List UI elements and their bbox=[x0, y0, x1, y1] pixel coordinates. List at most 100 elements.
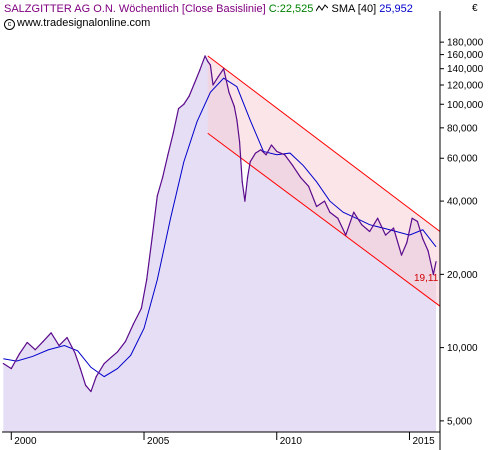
y-tick-label: 20,000 bbox=[447, 270, 478, 281]
price-point bbox=[204, 55, 206, 57]
price-point bbox=[435, 261, 437, 263]
x-tick-label: 2015 bbox=[412, 436, 435, 447]
price-point bbox=[140, 307, 142, 309]
price-point bbox=[329, 211, 331, 213]
instrument-title: SALZGITTER AG O.N. bbox=[4, 3, 116, 15]
sma-label: SMA [40] bbox=[331, 3, 377, 15]
price-point bbox=[246, 176, 249, 179]
price-point bbox=[384, 234, 387, 236]
price-point bbox=[183, 103, 185, 105]
price-point bbox=[254, 152, 257, 154]
price-point bbox=[400, 254, 403, 256]
y-tick-label: 180,000 bbox=[447, 38, 484, 49]
price-point bbox=[323, 200, 326, 202]
trend-channel-lower-line bbox=[207, 132, 441, 307]
price-point bbox=[353, 211, 355, 213]
price-point bbox=[124, 340, 127, 343]
price-point bbox=[74, 352, 76, 354]
price-point bbox=[361, 224, 363, 226]
price-point bbox=[167, 154, 169, 156]
price-point bbox=[26, 341, 28, 344]
price-point bbox=[162, 176, 164, 179]
price-point bbox=[228, 91, 230, 93]
price-point bbox=[58, 344, 60, 347]
y-tick-label: 120,000 bbox=[447, 80, 484, 91]
price-point bbox=[207, 60, 209, 63]
price-point bbox=[241, 181, 243, 183]
price-point bbox=[238, 141, 241, 143]
trend-channel-upper-line bbox=[207, 55, 441, 232]
price-point bbox=[337, 217, 339, 219]
price-point bbox=[300, 176, 302, 179]
last-value-label: 19,11 bbox=[414, 273, 439, 284]
price-point bbox=[369, 230, 371, 233]
copyright-text: www.tradesignalonline.com bbox=[17, 17, 151, 29]
price-point bbox=[132, 323, 134, 325]
price-point bbox=[416, 220, 419, 223]
chart-mode: Wöchentlich [Close Basislinie] bbox=[118, 3, 266, 15]
y-tick-label: 10,000 bbox=[447, 343, 478, 354]
y-tick-label: 140,000 bbox=[447, 64, 484, 75]
trend-channel-band bbox=[207, 55, 440, 307]
y-tick-label: 40,000 bbox=[447, 197, 478, 208]
price-point bbox=[411, 217, 413, 219]
price-point bbox=[116, 351, 119, 353]
copyright-line: c www.tradesignalonline.com bbox=[4, 17, 150, 30]
price-point bbox=[212, 84, 214, 86]
price-point bbox=[151, 238, 153, 240]
sma-series-line bbox=[3, 77, 437, 378]
price-point bbox=[217, 75, 219, 78]
price-point bbox=[188, 95, 190, 97]
price-point bbox=[276, 150, 278, 153]
price-point bbox=[265, 154, 267, 156]
y-tick-label: 100,000 bbox=[447, 100, 484, 111]
price-point bbox=[209, 64, 211, 66]
price-point bbox=[42, 340, 44, 343]
price-point bbox=[111, 355, 113, 358]
price-point bbox=[427, 250, 429, 252]
price-point bbox=[292, 164, 294, 167]
price-point bbox=[85, 384, 87, 386]
price-point bbox=[406, 242, 408, 244]
price-point bbox=[193, 82, 196, 84]
copyright-icon: c bbox=[4, 19, 15, 30]
price-point bbox=[223, 68, 225, 70]
price-point bbox=[270, 144, 273, 146]
price-point bbox=[172, 132, 174, 134]
y-tick-label: 80,000 bbox=[447, 123, 478, 134]
y-tick-label: 5,000 bbox=[447, 416, 472, 427]
price-point bbox=[422, 238, 424, 240]
price-point bbox=[90, 390, 92, 393]
x-tick-label: 2010 bbox=[280, 436, 303, 447]
price-point bbox=[199, 69, 201, 71]
x-tick-label: 2000 bbox=[14, 436, 37, 447]
price-point bbox=[432, 273, 434, 275]
price-point bbox=[2, 362, 4, 365]
price-point bbox=[95, 376, 97, 378]
price-point bbox=[79, 367, 81, 370]
close-value: C:22,525 bbox=[268, 3, 314, 15]
price-point bbox=[260, 149, 262, 151]
price-point bbox=[66, 336, 68, 339]
price-point bbox=[18, 353, 20, 355]
y-tick-label: 60,000 bbox=[447, 154, 478, 165]
price-area-fill bbox=[3, 55, 437, 433]
price-point bbox=[156, 195, 158, 197]
price-point bbox=[392, 227, 395, 229]
chart-header: SALZGITTER AG O.N. Wöchentlich [Close Ba… bbox=[4, 3, 413, 16]
price-point bbox=[249, 161, 251, 163]
currency-symbol: € bbox=[472, 3, 478, 14]
price-point bbox=[103, 362, 105, 365]
price-point bbox=[177, 107, 180, 110]
price-point bbox=[308, 185, 310, 187]
price-point bbox=[236, 119, 238, 121]
price-point bbox=[233, 105, 235, 107]
sma-line-icon bbox=[316, 4, 329, 12]
price-point bbox=[377, 217, 379, 219]
price-point bbox=[315, 205, 318, 208]
price-point bbox=[34, 349, 36, 351]
price-point bbox=[50, 332, 52, 334]
sma-value: 25,952 bbox=[379, 3, 413, 15]
